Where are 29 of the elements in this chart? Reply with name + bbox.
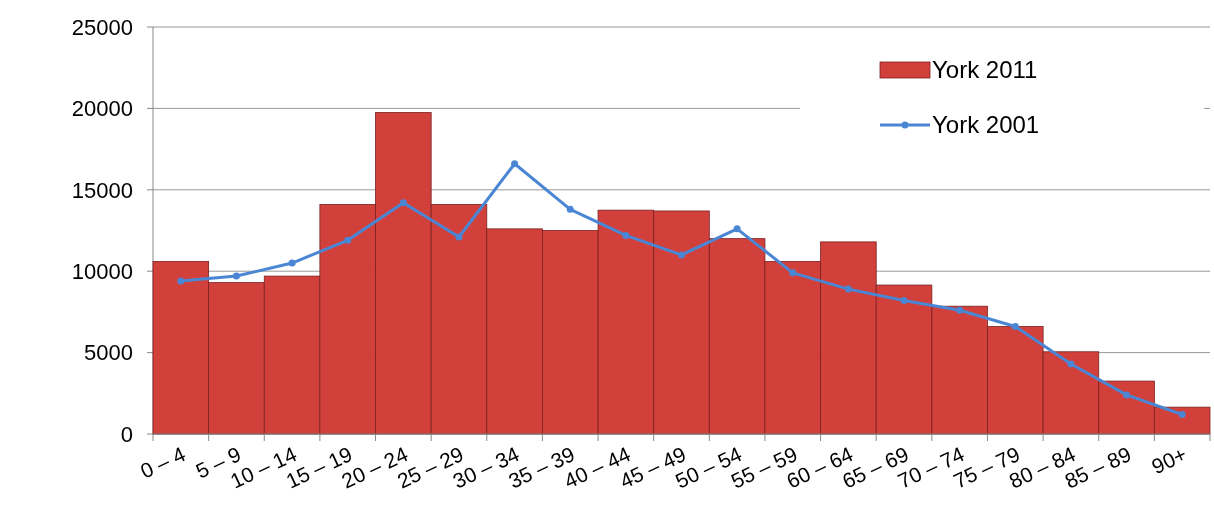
point	[1011, 323, 1019, 331]
point	[288, 259, 296, 267]
point	[956, 306, 964, 314]
point	[900, 297, 908, 304]
y-tick-label: 25000	[71, 14, 133, 40]
point	[1067, 360, 1075, 368]
point	[344, 236, 352, 244]
point	[566, 205, 574, 213]
point	[1123, 391, 1131, 399]
point	[844, 285, 852, 293]
point	[1178, 410, 1186, 418]
point	[232, 272, 240, 280]
point	[511, 160, 519, 168]
point	[678, 251, 685, 259]
point	[733, 225, 741, 233]
point	[622, 231, 630, 239]
legend-label: York 2011	[932, 56, 1038, 84]
y-tick-label: 20000	[71, 96, 133, 122]
point	[789, 269, 797, 277]
point	[177, 277, 185, 285]
x-tick-label: 0 – 4	[136, 441, 189, 483]
y-tick-label: 0	[120, 421, 133, 447]
y-tick-label: 15000	[71, 177, 133, 203]
point	[455, 233, 463, 241]
point	[399, 199, 407, 207]
y-tick-label: 10000	[71, 258, 133, 284]
legend-label: York 2001	[932, 111, 1040, 139]
x-tick-label: 90+	[1148, 442, 1191, 478]
y-tick-label: 5000	[84, 340, 133, 366]
